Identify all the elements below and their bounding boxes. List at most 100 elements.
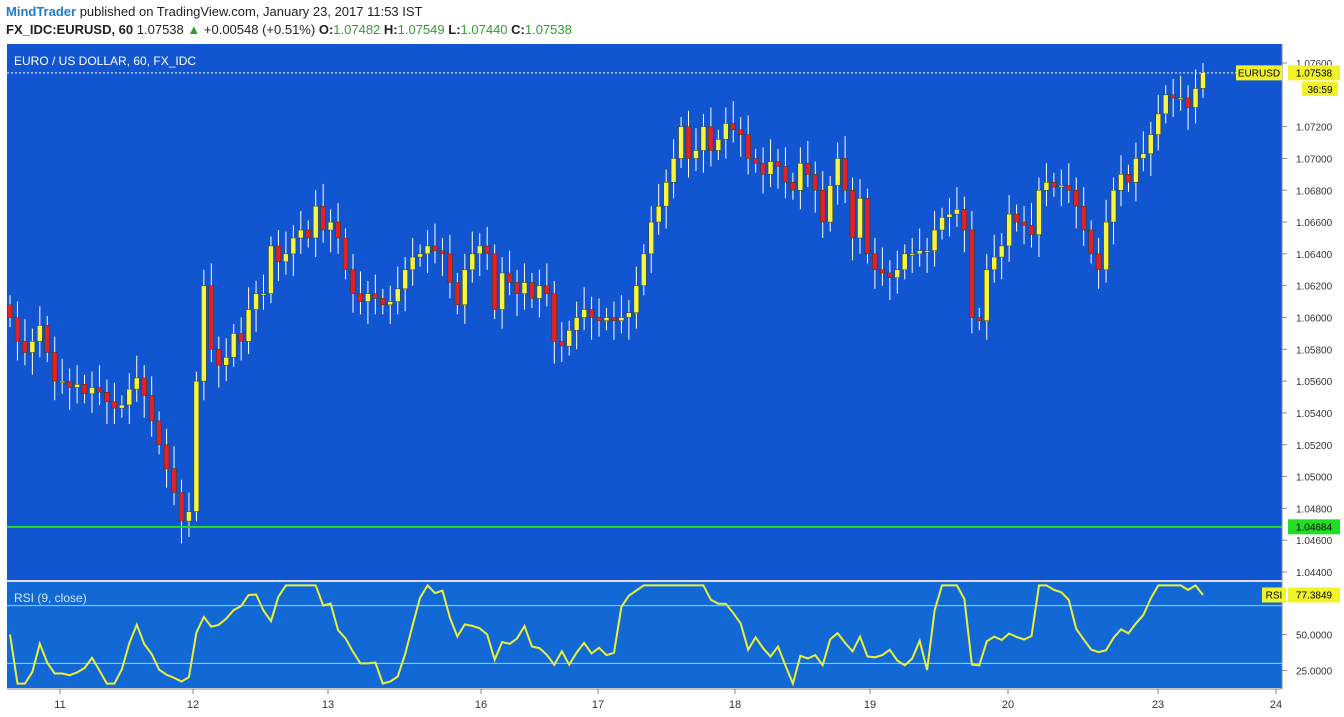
- price-tick-label: 1.07000: [1296, 154, 1333, 165]
- time-tick-label: 13: [322, 699, 334, 711]
- candle-body: [1066, 185, 1072, 191]
- candle-body: [603, 317, 610, 321]
- candle-body: [74, 384, 80, 388]
- published-text: published on TradingView.com, January 23…: [79, 4, 423, 19]
- candle-body: [89, 387, 95, 395]
- candle-body: [670, 158, 677, 183]
- candle-body: [924, 250, 930, 253]
- candle-body: [432, 245, 438, 251]
- candle-body: [372, 293, 379, 299]
- candle-body: [66, 380, 73, 388]
- ohlc-line: FX_IDC:EURUSD, 60 1.07538 ▲ +0.00548 (+0…: [6, 22, 572, 37]
- candle-body: [872, 253, 878, 271]
- price-tick-label: 1.04800: [1296, 504, 1333, 515]
- high-label: H:: [383, 22, 398, 37]
- candle-body: [312, 205, 319, 239]
- rsi-line: [9, 583, 1204, 687]
- candle-body: [1095, 253, 1102, 271]
- candle-body: [916, 250, 923, 255]
- candle-body: [51, 352, 58, 382]
- candle-body: [805, 162, 811, 175]
- open-label: O:: [318, 22, 334, 37]
- candle-body: [596, 317, 602, 321]
- price-tag-value: 1.07538: [1296, 68, 1333, 79]
- candle-body: [208, 285, 215, 350]
- time-tick-label: 11: [54, 699, 65, 711]
- candle-body: [283, 253, 289, 263]
- candle-body: [1043, 182, 1050, 191]
- candle-body: [834, 158, 841, 186]
- high-value: 1.07549: [397, 22, 445, 37]
- rsi-value-tag: RSI 77.3849: [1262, 587, 1340, 603]
- candle-body: [745, 134, 751, 159]
- chart-canvas[interactable]: 1.04400 1.04600 1.04800 1.05000 1.05200 1.054…: [0, 44, 1344, 717]
- candle-body: [163, 444, 170, 469]
- candle-body: [708, 126, 714, 151]
- candle-body: [305, 229, 311, 239]
- candle-body: [991, 256, 997, 271]
- candle-body: [290, 237, 297, 255]
- candle-body: [827, 185, 833, 223]
- price-pane[interactable]: [7, 44, 1282, 580]
- candle-body: [119, 404, 125, 409]
- candle-body: [7, 304, 13, 318]
- rsi-pane[interactable]: [7, 582, 1282, 688]
- candle-body: [253, 293, 259, 310]
- candle-body: [462, 269, 468, 306]
- time-axis[interactable]: [0, 689, 1344, 717]
- price-tick-label: 1.05400: [1296, 409, 1333, 420]
- candle-body: [693, 150, 699, 159]
- close-label: C:: [511, 22, 525, 37]
- candle-body: [1118, 174, 1124, 191]
- candle-body: [752, 158, 759, 164]
- candle-body: [1080, 205, 1087, 231]
- candle-body: [1177, 97, 1184, 100]
- candle-body: [484, 245, 490, 255]
- candle-body: [969, 229, 975, 318]
- candle-body: [148, 395, 155, 422]
- candle-body: [559, 341, 565, 347]
- candle-body: [141, 377, 147, 396]
- candle-body: [506, 272, 513, 283]
- time-tick-group: 11 12 13 16 17 18 19 20 23 24: [54, 689, 1282, 711]
- candle-body: [648, 221, 654, 255]
- candlestick-series: [7, 63, 1206, 544]
- candle-body: [275, 245, 282, 263]
- candle-body: [134, 377, 140, 390]
- candle-body: [961, 209, 968, 231]
- candle-body: [230, 333, 237, 358]
- candle-body: [611, 317, 617, 321]
- support-price-tag: 1.04684: [1288, 519, 1340, 535]
- candle-body: [1036, 190, 1042, 236]
- candle-body: [939, 217, 945, 231]
- candle-body: [767, 161, 774, 175]
- candle-body: [499, 272, 505, 310]
- candle-body: [931, 229, 938, 251]
- time-tick-label: 17: [592, 699, 604, 711]
- candle-body: [946, 213, 953, 218]
- price-axis[interactable]: [1282, 44, 1344, 689]
- candle-body: [514, 282, 520, 294]
- price-tick-label: 1.04600: [1296, 536, 1333, 547]
- candle-body: [790, 182, 796, 191]
- candle-body: [1051, 182, 1057, 188]
- candle-body: [223, 357, 229, 366]
- candle-body: [1088, 229, 1094, 255]
- candle-body: [417, 253, 423, 258]
- candle-body: [1192, 88, 1199, 108]
- time-tick-label: 16: [475, 699, 487, 711]
- candle-body: [887, 272, 893, 278]
- candle-body: [298, 229, 304, 239]
- time-tick-label: 23: [1152, 699, 1164, 711]
- candle-body: [14, 317, 21, 342]
- candle-body: [1155, 113, 1162, 135]
- author-link[interactable]: MindTrader: [6, 4, 77, 19]
- candle-body: [111, 401, 118, 409]
- candle-body: [1103, 221, 1109, 271]
- candle-body: [1073, 190, 1079, 207]
- close-value: 1.07538: [524, 22, 572, 37]
- candle-body: [335, 221, 341, 239]
- candle-body: [1058, 185, 1065, 188]
- candle-body: [350, 269, 356, 294]
- candle-body: [536, 285, 543, 299]
